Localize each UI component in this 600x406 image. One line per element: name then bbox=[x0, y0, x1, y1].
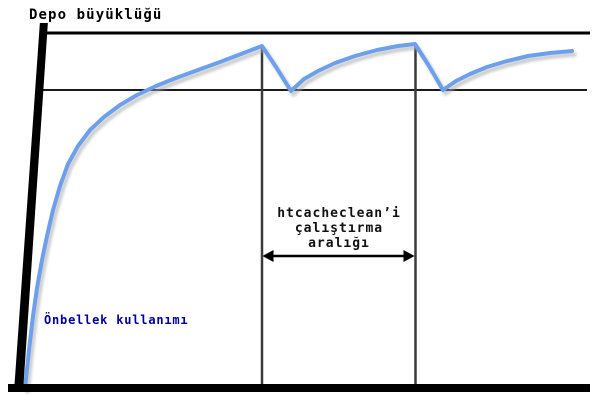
cache-usage-label: Önbellek kullanımı bbox=[44, 313, 189, 327]
interval-annotation-line-1: htcacheclean’i bbox=[277, 206, 401, 221]
y-axis-label: Depo büyüklüğü bbox=[27, 7, 165, 23]
interval-annotation-line-2: çalıştırma bbox=[294, 221, 384, 236]
cleanup-interval-annotation: htcacheclean’i çalıştırma aralığı bbox=[262, 206, 416, 251]
cache-usage-curve-shadow bbox=[25, 45, 577, 394]
interval-annotation-line-3: aralığı bbox=[308, 236, 370, 251]
interval-arrow-right-head bbox=[403, 250, 415, 262]
y-axis bbox=[14, 21, 48, 392]
x-axis bbox=[8, 384, 590, 392]
interval-arrow-left-head bbox=[262, 250, 274, 262]
cache-usage-curve bbox=[23, 42, 574, 390]
